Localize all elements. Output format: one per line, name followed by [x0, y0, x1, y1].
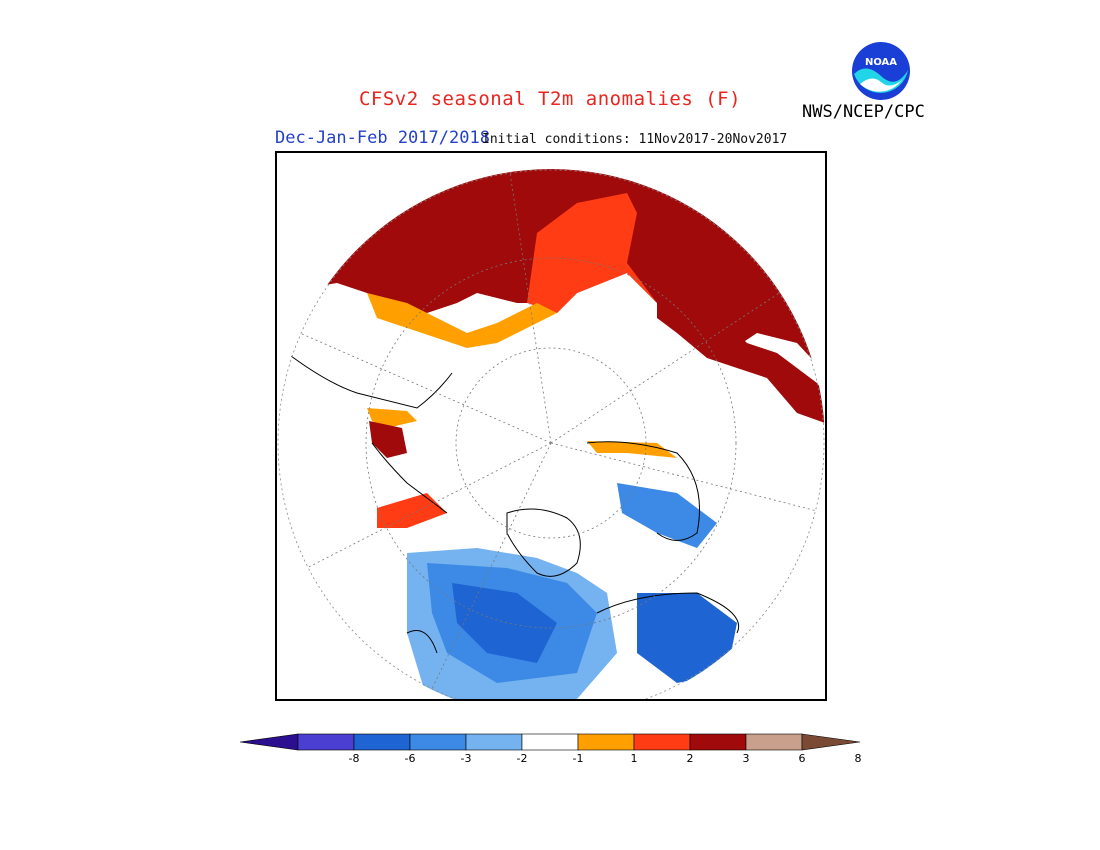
- svg-text:NOAA: NOAA: [865, 57, 897, 68]
- colorbar-bin: [465, 733, 523, 751]
- colorbar-tick-label: 6: [798, 752, 806, 765]
- noaa-logo-icon: NOAA: [850, 40, 912, 106]
- initial-conditions: Initial conditions: 11Nov2017-20Nov2017: [482, 132, 788, 147]
- warm-region-east-asia: [657, 298, 825, 423]
- colorbar-arrow-high: [801, 733, 861, 751]
- colorbar-arrow-low: [239, 733, 299, 751]
- colorbar-bin: [745, 733, 803, 751]
- colorbar-tick-label: -6: [404, 752, 416, 765]
- cool-region-scandinavia: [617, 483, 717, 548]
- cool-region-europe: [637, 593, 737, 683]
- colorbar: [239, 732, 862, 756]
- colorbar-bin: [409, 733, 467, 751]
- warm-region-greenland-edge: [587, 441, 677, 458]
- colorbar-tick-label: -2: [516, 752, 528, 765]
- colorbar-bin: [353, 733, 411, 751]
- colorbar-bin: [633, 733, 691, 751]
- warm-region-alaska-strong: [369, 421, 407, 458]
- warm-region-eurasia-mild: [367, 293, 557, 348]
- agency-label: NWS/NCEP/CPC: [802, 102, 925, 122]
- colorbar-tick-label: 2: [686, 752, 694, 765]
- colorbar-bin: [297, 733, 355, 751]
- colorbar-tick-label: -3: [460, 752, 472, 765]
- polar-map: [275, 151, 827, 701]
- colorbar-bin: [689, 733, 747, 751]
- chart-title: CFSv2 seasonal T2m anomalies (F): [358, 88, 742, 110]
- warm-region-eurasia-moderate: [527, 193, 657, 313]
- colorbar-tick-label: 8: [854, 752, 862, 765]
- warm-region-alaska-mild: [367, 408, 417, 428]
- colorbar-tick-label: 1: [630, 752, 638, 765]
- colorbar-tick-label: -1: [572, 752, 584, 765]
- cool-region-north-america-strong: [452, 583, 557, 663]
- colorbar-bin: [521, 733, 579, 751]
- warm-region-north-atlantic: [377, 493, 447, 528]
- colorbar-tick-label: 3: [742, 752, 750, 765]
- colorbar-tick-label: -8: [348, 752, 360, 765]
- colorbar-bin: [577, 733, 635, 751]
- forecast-period: Dec-Jan-Feb 2017/2018: [275, 128, 490, 148]
